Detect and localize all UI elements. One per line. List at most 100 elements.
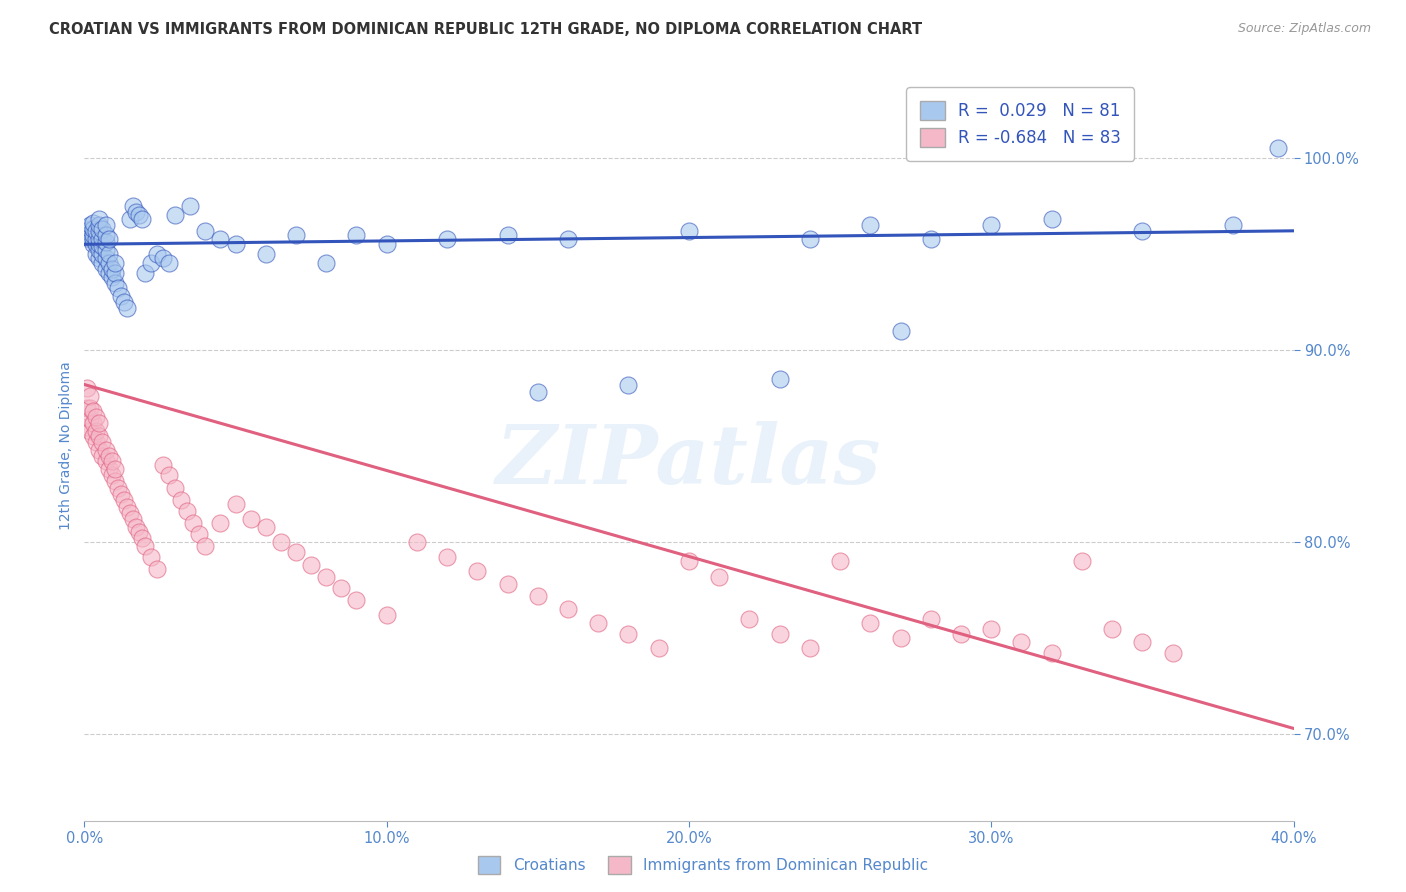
Point [118,506,141,520]
Point [94,251,117,265]
Point [82,429,104,443]
Point [467,564,489,578]
Y-axis label: 12th Grade, No Diploma: 12th Grade, No Diploma [59,361,73,531]
Point [79,231,101,245]
Point [617,627,640,641]
Point [100,269,122,284]
Point [980,622,1002,636]
Point [121,512,143,526]
Point [134,539,156,553]
Point [112,492,135,507]
Point [104,266,127,280]
Point [86,231,108,245]
Point [91,231,114,245]
Point [225,237,247,252]
Point [94,243,117,257]
Point [1161,647,1184,661]
Point [89,231,111,245]
Point [170,492,193,507]
Point [890,324,912,338]
Point [91,247,114,261]
Point [648,640,671,655]
Point [678,554,700,568]
Point [165,481,187,495]
Point [76,381,98,395]
Point [131,531,153,545]
Point [89,251,111,265]
Point [91,222,114,236]
Point [176,504,198,518]
Point [1101,622,1123,636]
Point [82,237,104,252]
Point [125,204,148,219]
Point [110,289,132,303]
Point [97,266,120,280]
Point [79,401,101,415]
Point [94,218,117,232]
Point [709,569,731,583]
Point [104,256,127,270]
Point [1130,635,1153,649]
Point [104,462,127,476]
Point [346,227,368,242]
Point [330,581,353,595]
Point [152,458,174,473]
Point [146,247,169,261]
Text: ZIPatlas: ZIPatlas [496,421,882,501]
Legend: R =  0.029   N = 81, R = -0.684   N = 83: R = 0.029 N = 81, R = -0.684 N = 83 [905,87,1135,161]
Point [157,256,180,270]
Point [254,247,277,261]
Point [121,199,143,213]
Point [139,550,162,565]
Point [588,615,610,630]
Point [1040,647,1063,661]
Point [89,237,111,252]
Point [859,218,882,232]
Point [125,519,148,533]
Point [152,251,174,265]
Point [617,377,640,392]
Point [920,231,942,245]
Legend: Croatians, Immigrants from Dominican Republic: Croatians, Immigrants from Dominican Rep… [471,850,935,880]
Point [239,512,262,526]
Point [225,497,247,511]
Point [89,429,111,443]
Point [76,227,98,242]
Point [86,237,108,252]
Point [1040,212,1063,227]
Point [980,218,1002,232]
Point [82,227,104,242]
Point [678,224,700,238]
Point [1011,635,1033,649]
Point [100,467,122,482]
Point [79,218,101,232]
Point [91,449,114,463]
Point [131,212,153,227]
Point [188,527,211,541]
Point [436,231,458,245]
Point [950,627,973,641]
Point [270,535,292,549]
Point [79,222,101,236]
Point [139,256,162,270]
Point [94,235,117,250]
Point [769,627,792,641]
Point [104,474,127,488]
Point [254,519,277,533]
Point [76,401,98,415]
Point [115,500,138,515]
Point [165,209,187,223]
Point [97,247,120,261]
Point [890,631,912,645]
Point [107,281,129,295]
Point [86,224,108,238]
Point [315,569,337,583]
Point [82,231,104,245]
Point [146,562,169,576]
Point [91,256,114,270]
Point [110,487,132,501]
Point [97,231,120,245]
Point [194,224,217,238]
Point [89,243,111,257]
Point [89,218,111,232]
